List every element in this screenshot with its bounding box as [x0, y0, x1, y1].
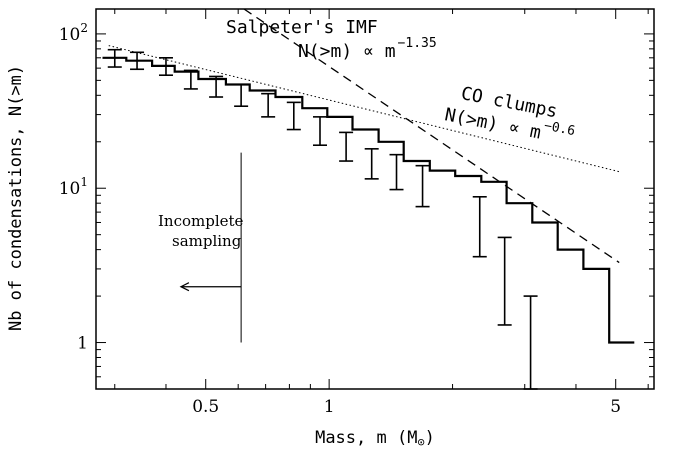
error-bar — [158, 57, 173, 76]
error-bar — [107, 48, 122, 68]
error-bar — [389, 153, 404, 191]
error-bar — [497, 236, 512, 326]
solar-mass-symbol: ⊙ — [417, 435, 424, 449]
salpeter-dashed-line — [243, 8, 620, 264]
y-tick-label: 102 — [59, 21, 88, 45]
co-clumps-annotation: CO clumps N(>m) ∝ m−0.6 — [443, 83, 577, 143]
x-axis-label: Mass, m (M⊙) — [315, 428, 435, 449]
error-bar — [472, 195, 487, 258]
salpeter-exponent: −1.35 — [398, 36, 437, 51]
y-tick-label: 101 — [59, 175, 88, 199]
error-bar — [339, 131, 354, 162]
series-layer — [102, 8, 635, 390]
co-exponent: −0.6 — [543, 118, 577, 139]
incomplete-label-1: Incomplete — [158, 212, 244, 230]
y-axis-label: Nb of condensations, N(>m) — [6, 65, 26, 331]
error-bar — [415, 164, 430, 208]
x-tick-labels: 0.5 1 5 — [192, 397, 621, 417]
error-bar — [234, 83, 249, 108]
error-bar — [364, 148, 379, 180]
salpeter-formula: N(>m) ∝ m −1.35 — [298, 36, 437, 62]
plot-frame — [95, 8, 655, 390]
axis-ticks — [96, 9, 654, 390]
y-tick-labels: 1 101 102 — [59, 21, 88, 354]
arrow-head — [179, 282, 190, 292]
x-tick-label: 1 — [324, 397, 335, 417]
y-tick-label: 1 — [77, 334, 88, 354]
error-bar — [312, 116, 327, 147]
error-bar — [286, 101, 301, 131]
error-bar — [183, 69, 198, 90]
salpeter-title: Salpeter's IMF — [226, 17, 378, 38]
x-tick-label: 0.5 — [192, 397, 219, 417]
incomplete-label-2: sampling — [172, 232, 242, 250]
x-tick-label: 5 — [610, 397, 621, 417]
error-bar — [209, 75, 224, 98]
cumulative-step-line — [102, 56, 635, 344]
error-bar — [523, 295, 538, 390]
error-bar — [261, 92, 276, 118]
incomplete-arrow — [179, 282, 242, 292]
